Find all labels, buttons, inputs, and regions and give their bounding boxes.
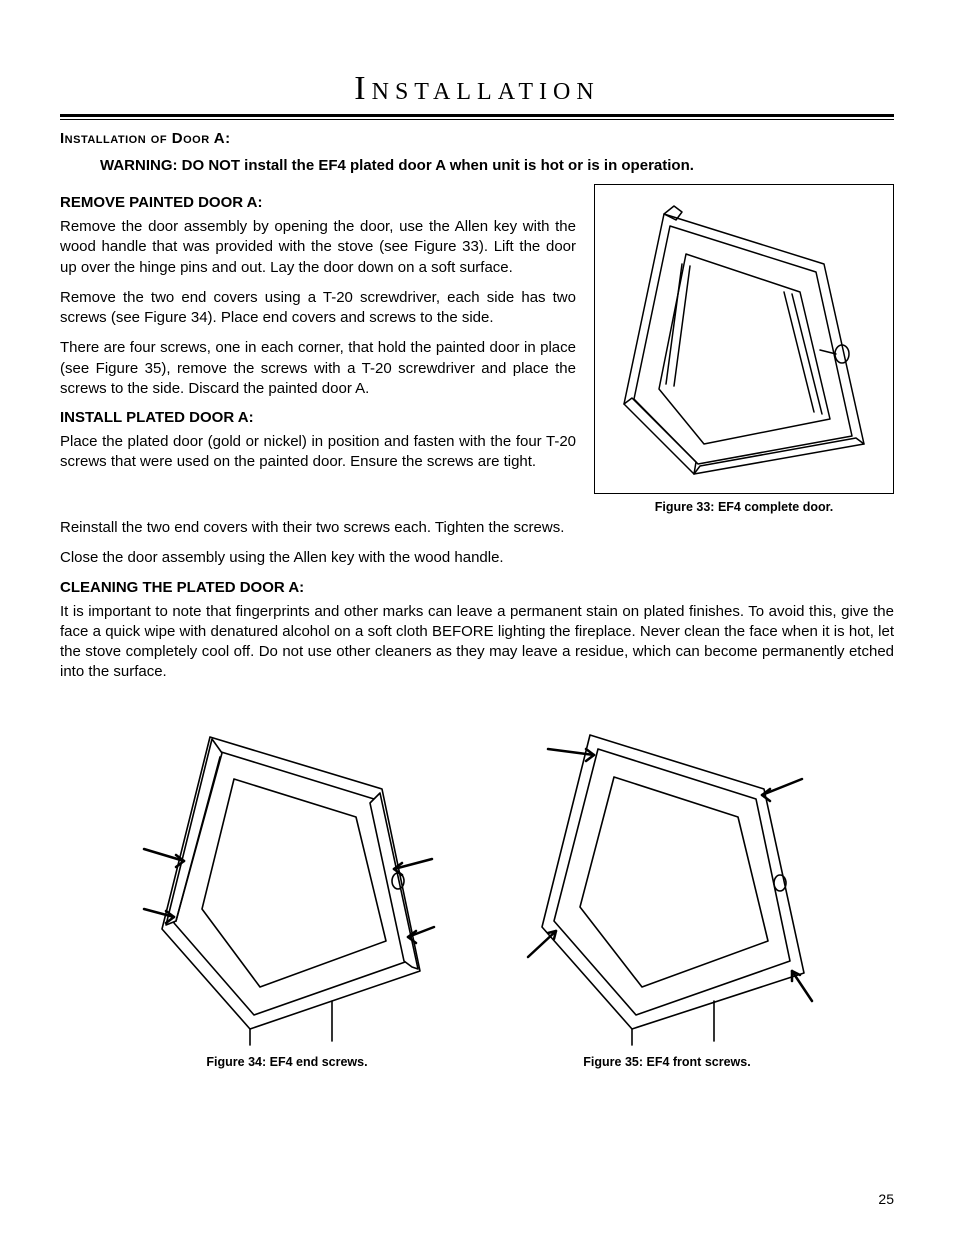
bottom-figures-row: Figure 34: EF4 end screws. (60, 709, 894, 1069)
figure-35-caption: Figure 35: EF4 front screws. (583, 1055, 750, 1069)
cleaning-p1: It is important to note that fingerprint… (60, 602, 894, 683)
figure-34-drawing (132, 709, 442, 1049)
section-heading: Installation of Door A: (60, 130, 894, 147)
figure-35-drawing (512, 709, 822, 1049)
rule-thin (60, 119, 894, 120)
install-p2: Reinstall the two end covers with their … (60, 518, 894, 538)
install-p1: Place the plated door (gold or nickel) i… (60, 432, 576, 473)
install-p3: Close the door assembly using the Allen … (60, 548, 894, 568)
page-title: Installation (60, 70, 894, 108)
warning-text: WARNING: DO NOT install the EF4 plated d… (100, 157, 894, 174)
page: Installation Installation of Door A: WAR… (0, 0, 954, 1235)
figure-34-column: Figure 34: EF4 end screws. (132, 709, 442, 1069)
figure-35-box (512, 709, 822, 1049)
cleaning-heading: CLEANING THE PLATED DOOR A: (60, 579, 894, 596)
remove-heading: REMOVE PAINTED DOOR A: (60, 194, 576, 211)
figure-33-drawing (604, 194, 884, 484)
right-column: Figure 33: EF4 complete door. (594, 184, 894, 514)
figure-33-caption: Figure 33: EF4 complete door. (594, 500, 894, 514)
figure-33-box (594, 184, 894, 494)
rule-thick (60, 114, 894, 117)
page-number: 25 (878, 1191, 894, 1207)
remove-p2: Remove the two end covers using a T-20 s… (60, 288, 576, 329)
remove-p1: Remove the door assembly by opening the … (60, 217, 576, 278)
figure-34-box (132, 709, 442, 1049)
figure-34-caption: Figure 34: EF4 end screws. (206, 1055, 367, 1069)
install-heading: INSTALL PLATED DOOR A: (60, 409, 576, 426)
two-column-region: REMOVE PAINTED DOOR A: Remove the door a… (60, 184, 894, 514)
figure-35-column: Figure 35: EF4 front screws. (512, 709, 822, 1069)
remove-p3: There are four screws, one in each corne… (60, 338, 576, 399)
left-column: REMOVE PAINTED DOOR A: Remove the door a… (60, 184, 576, 514)
